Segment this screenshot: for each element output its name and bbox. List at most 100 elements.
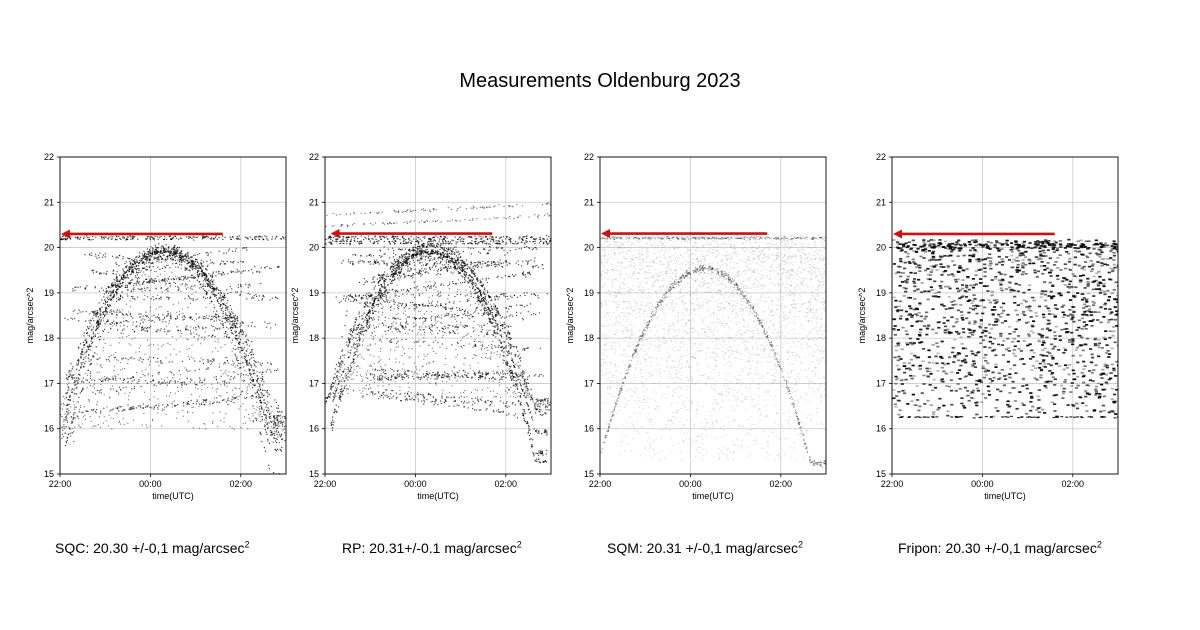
- data-point: [153, 396, 155, 398]
- data-point: [217, 341, 219, 343]
- data-point: [421, 257, 423, 260]
- data-point: [192, 236, 194, 238]
- data-point: [140, 270, 142, 272]
- data-point: [212, 325, 214, 328]
- data-point: [185, 259, 187, 261]
- data-point: [154, 248, 157, 250]
- data-point: [472, 279, 474, 281]
- data-point: [364, 319, 366, 321]
- data-point: [66, 237, 69, 240]
- data-point: [134, 258, 136, 260]
- data-point: [468, 280, 471, 282]
- data-point: [205, 401, 207, 404]
- data-point: [163, 408, 165, 411]
- data-point: [513, 379, 515, 381]
- data-point: [141, 329, 143, 331]
- data-point: [161, 245, 163, 247]
- data-point: [153, 239, 156, 241]
- data-point: [84, 288, 87, 290]
- data-point: [225, 382, 228, 384]
- data-point: [62, 433, 64, 435]
- data-point: [79, 374, 81, 376]
- data-point: [380, 289, 382, 291]
- data-point: [75, 406, 77, 408]
- data-point: [270, 327, 272, 329]
- data-point: [239, 331, 241, 334]
- data-point: [150, 236, 153, 238]
- data-point: [228, 248, 230, 250]
- data-point: [127, 381, 129, 383]
- data-point: [488, 317, 490, 319]
- data-point: [144, 330, 146, 332]
- data-point: [103, 296, 105, 298]
- data-point: [371, 303, 374, 305]
- data-point: [158, 381, 160, 383]
- data-point: [123, 272, 126, 274]
- data-point: [186, 284, 188, 286]
- data-point: [434, 251, 436, 253]
- data-point: [96, 321, 98, 323]
- data-point: [398, 271, 400, 273]
- data-point: [94, 352, 96, 354]
- data-point: [259, 396, 262, 398]
- data-point: [206, 260, 208, 262]
- data-point: [545, 413, 547, 415]
- data-point: [139, 284, 141, 286]
- data-point: [202, 272, 204, 274]
- data-point: [202, 317, 205, 320]
- data-point: [354, 347, 356, 349]
- data-point: [117, 297, 119, 299]
- data-point: [336, 374, 338, 377]
- data-point: [208, 315, 210, 317]
- data-point: [529, 438, 531, 441]
- data-point: [523, 371, 525, 373]
- data-point: [249, 373, 251, 375]
- data-point: [451, 308, 454, 310]
- data-point: [227, 362, 229, 364]
- data-point: [379, 396, 381, 398]
- data-point: [186, 338, 188, 340]
- data-point: [212, 287, 214, 289]
- data-point: [225, 369, 227, 371]
- data-point: [239, 346, 242, 349]
- data-point: [137, 238, 139, 240]
- data-point: [360, 333, 362, 335]
- data-point: [106, 406, 108, 408]
- data-point: [176, 326, 178, 328]
- data-point: [128, 408, 130, 410]
- data-point: [74, 417, 76, 419]
- data-point: [533, 428, 535, 430]
- data-point: [228, 318, 230, 320]
- data-point: [92, 311, 94, 313]
- data-point: [122, 333, 124, 335]
- data-point: [181, 383, 183, 385]
- data-point: [283, 416, 286, 418]
- data-point: [149, 239, 152, 241]
- data-point: [127, 422, 129, 424]
- data-point: [192, 299, 194, 301]
- data-point: [160, 257, 163, 259]
- data-point: [201, 384, 203, 386]
- data-point: [165, 315, 168, 317]
- data-point: [259, 413, 262, 415]
- data-point: [222, 380, 224, 382]
- data-point: [514, 385, 516, 387]
- data-point: [364, 305, 366, 308]
- data-point: [78, 424, 80, 426]
- data-point: [79, 426, 81, 428]
- data-point: [394, 278, 396, 280]
- data-point: [261, 298, 264, 300]
- data-point: [375, 304, 378, 306]
- data-point: [158, 317, 160, 319]
- data-point: [72, 416, 74, 418]
- data-point: [438, 256, 440, 258]
- data-point: [377, 398, 380, 400]
- data-point: [131, 269, 133, 271]
- plot-frame: [59, 156, 287, 475]
- data-point: [446, 258, 448, 261]
- data-point: [383, 282, 385, 284]
- data-point: [351, 346, 353, 348]
- data-point: [346, 344, 348, 346]
- data-point: [263, 402, 265, 404]
- data-point: [177, 386, 179, 389]
